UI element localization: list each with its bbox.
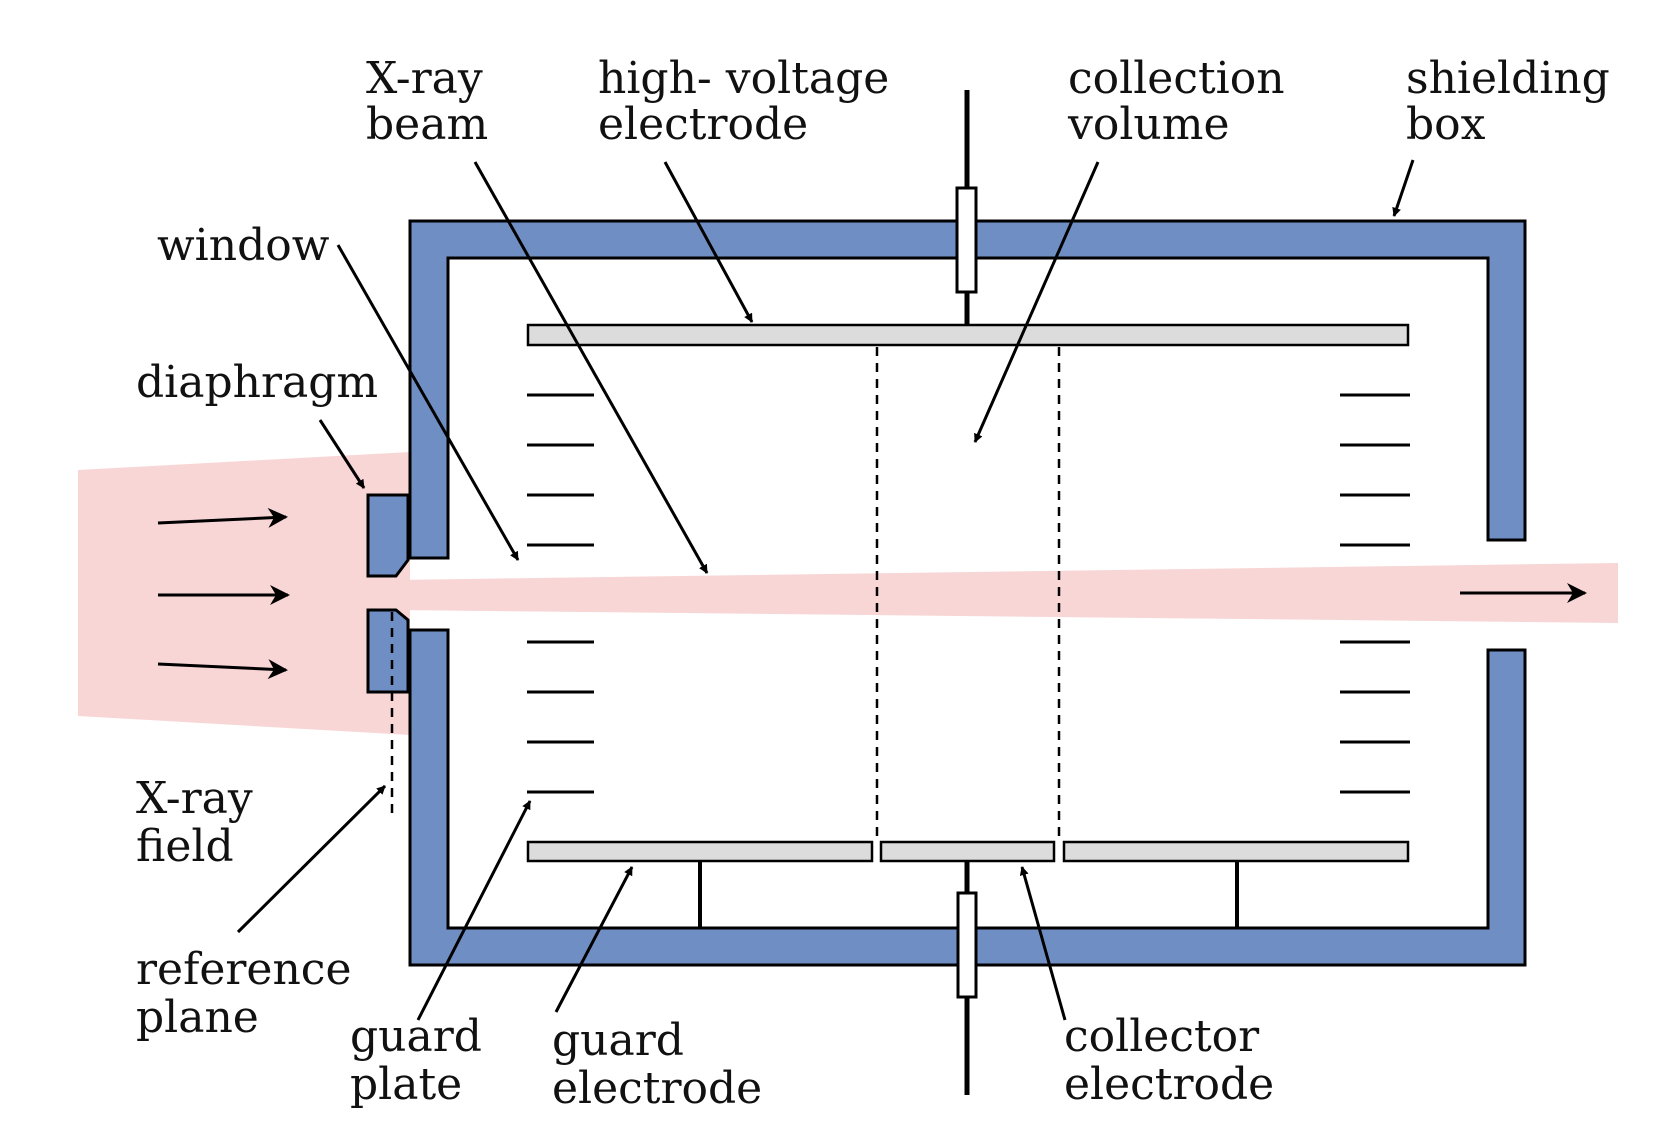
- collector-insulator: [956, 891, 978, 999]
- leader-xray-beam: [473, 161, 709, 574]
- leader-collector-electrode: [1019, 866, 1067, 1021]
- guard-plates-right: [1340, 393, 1410, 794]
- label-guard-electrode: guard electrode: [552, 1015, 762, 1114]
- leader-guard-plate: [416, 800, 532, 1021]
- leader-shielding-box: [1392, 159, 1415, 217]
- label-collector-electrode: collector electrode: [1064, 1011, 1274, 1110]
- leader-collection-volume: [973, 161, 1100, 443]
- label-guard-plate: guard plate: [350, 1011, 496, 1110]
- diaphragm-upper: [366, 493, 410, 578]
- diaphragm-lower: [366, 608, 410, 694]
- label-xray-beam: X-ray beam: [366, 53, 497, 150]
- leader-hv-electrode: [663, 161, 754, 323]
- collector-electrode: [879, 840, 1056, 863]
- xray-beam-region: [395, 563, 1618, 623]
- incoming-beam-arrow: [157, 659, 288, 680]
- shielding-box: [408, 219, 1527, 560]
- leader-window: [336, 244, 520, 561]
- label-shielding-box: shielding box: [1406, 53, 1624, 150]
- label-xray-field: X-ray field: [136, 773, 267, 872]
- high-voltage-electrode: [526, 323, 1410, 347]
- label-collection-volume: collection volume: [1067, 53, 1299, 150]
- label-reference-plane: reference plane: [136, 944, 366, 1043]
- label-window: window: [157, 220, 330, 271]
- hv-insulator: [955, 186, 978, 294]
- leader-reference-plane: [236, 784, 387, 934]
- leader-guard-electrode: [554, 866, 634, 1013]
- guard-electrode-right: [1062, 840, 1410, 863]
- label-hv-electrode: high- voltage electrode: [598, 53, 903, 150]
- guard-electrode-left: [526, 840, 874, 863]
- leader-diaphragm: [318, 419, 366, 489]
- guard-plates-left: [527, 393, 594, 794]
- incoming-beam-arrow: [157, 507, 288, 528]
- label-diaphragm: diaphragm: [136, 357, 378, 408]
- shielding-box-lower: [408, 628, 1527, 967]
